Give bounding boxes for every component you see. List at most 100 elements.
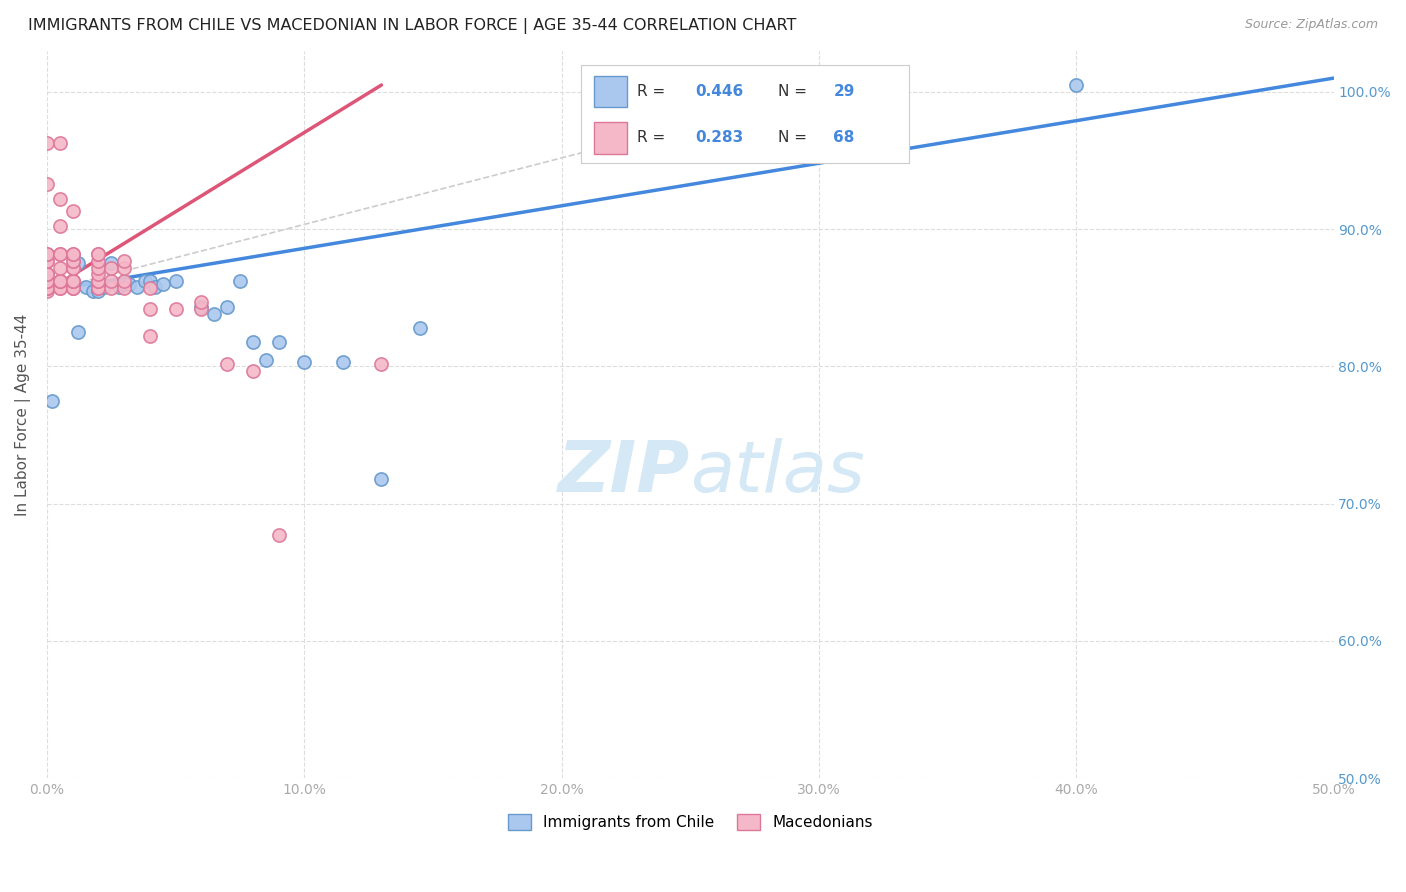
Point (190, 301, 212, 316)
Point (87, 274, 110, 288)
Point (93, 280, 115, 294)
Point (100, 274, 122, 288)
Point (49, 281, 72, 295)
Point (292, 355, 315, 369)
Point (62, 281, 84, 295)
Text: Source: ZipAtlas.com: Source: ZipAtlas.com (1244, 18, 1378, 31)
Point (62, 247, 84, 261)
Point (112, 277, 135, 291)
Point (35, 247, 58, 261)
Point (49, 274, 72, 288)
Point (62, 204, 84, 219)
Point (35, 177, 58, 191)
Point (267, 334, 290, 349)
Point (165, 301, 187, 316)
Point (87, 284, 110, 298)
Point (35, 274, 58, 288)
Point (229, 274, 252, 288)
Point (49, 192, 72, 206)
Point (62, 274, 84, 288)
Point (370, 472, 392, 486)
Point (62, 260, 84, 275)
Point (49, 219, 72, 234)
Point (62, 281, 84, 295)
Y-axis label: In Labor Force | Age 35-44: In Labor Force | Age 35-44 (15, 313, 31, 516)
Point (49, 247, 72, 261)
Point (41, 393, 63, 408)
Point (202, 307, 225, 321)
Point (82, 284, 104, 298)
Point (409, 321, 432, 335)
Point (87, 247, 110, 261)
Point (62, 274, 84, 288)
Point (35, 281, 58, 295)
Point (87, 260, 110, 275)
Point (134, 274, 156, 288)
Point (139, 329, 162, 343)
Point (62, 274, 84, 288)
Point (143, 280, 166, 294)
Point (112, 253, 135, 268)
Point (242, 363, 264, 377)
Point (1064, 78, 1087, 92)
Point (49, 274, 72, 288)
Point (267, 528, 290, 542)
Point (49, 247, 72, 261)
Point (49, 136, 72, 150)
Point (75, 280, 97, 294)
Point (87, 281, 110, 295)
Point (112, 274, 135, 288)
Text: atlas: atlas (690, 438, 865, 508)
Point (66, 256, 89, 270)
Point (118, 277, 141, 291)
Point (66, 325, 89, 339)
Point (165, 274, 187, 288)
Point (35, 253, 58, 268)
Text: ZIP: ZIP (558, 438, 690, 508)
Point (87, 247, 110, 261)
Point (242, 334, 264, 349)
Point (49, 274, 72, 288)
Point (100, 281, 122, 295)
Text: IMMIGRANTS FROM CHILE VS MACEDONIAN IN LABOR FORCE | AGE 35-44 CORRELATION CHART: IMMIGRANTS FROM CHILE VS MACEDONIAN IN L… (28, 18, 796, 34)
Point (62, 260, 84, 275)
Point (62, 247, 84, 261)
Point (87, 274, 110, 288)
Point (108, 280, 131, 294)
Point (139, 301, 162, 316)
Point (35, 281, 58, 295)
Point (139, 281, 162, 295)
Point (35, 274, 58, 288)
Point (35, 268, 58, 282)
Point (35, 281, 58, 295)
Point (217, 357, 239, 371)
Point (152, 277, 174, 291)
Legend: Immigrants from Chile, Macedonians: Immigrants from Chile, Macedonians (502, 808, 879, 836)
Point (332, 355, 354, 369)
Point (100, 260, 122, 275)
Point (49, 281, 72, 295)
Point (62, 253, 84, 268)
Point (190, 301, 212, 315)
Point (35, 136, 58, 150)
Point (370, 357, 392, 371)
Point (254, 352, 277, 367)
Point (35, 281, 58, 295)
Point (62, 281, 84, 295)
Point (139, 274, 162, 288)
Point (35, 281, 58, 295)
Point (35, 247, 58, 261)
Point (35, 274, 58, 288)
Point (112, 281, 135, 295)
Point (87, 253, 110, 268)
Point (49, 260, 72, 275)
Point (100, 256, 122, 270)
Point (35, 284, 58, 298)
Point (35, 253, 58, 268)
Point (87, 268, 110, 282)
Point (125, 280, 148, 294)
Point (35, 274, 58, 288)
Point (217, 301, 239, 315)
Point (87, 281, 110, 295)
Point (62, 253, 84, 268)
